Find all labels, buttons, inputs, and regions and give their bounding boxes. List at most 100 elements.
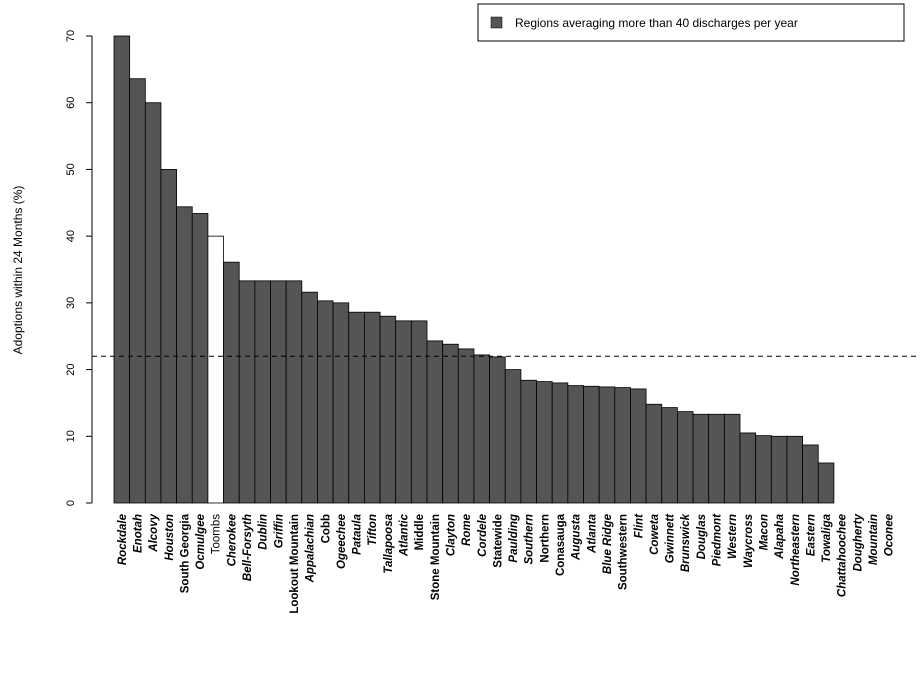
bar-clayton [442,343,459,504]
category-label: Ogeechee [336,513,348,569]
category-label: Northeastern [790,514,802,586]
category-label: Southern [524,514,536,564]
bar-northeastern [786,435,804,504]
category-label: Alcovy [148,513,160,552]
bar-lookout-mountain [285,280,303,504]
category-label: Macon [758,514,770,550]
category-label: Appalachian [305,514,317,583]
bar-houston [160,169,177,504]
category-label: Clayton [445,514,457,556]
bar-conasauga [551,382,569,504]
category-label: South Georgia [179,513,191,593]
bar-rockdale [113,35,131,504]
category-label: Houston [164,514,176,561]
category-label: Eastern [805,514,817,556]
y-tick-label: 30 [65,297,77,309]
category-label: Atlanta [586,513,598,554]
category-label: Cobb [320,514,332,543]
category-label: Cherokee [226,513,238,566]
legend-box [477,3,905,42]
bar-cordele [473,354,491,504]
bar-rome [457,348,475,504]
category-label: Bell-Forsyth [242,514,254,581]
category-label: Conasauga [555,513,567,576]
category-label: Mountain [868,514,880,565]
category-label: Stone Mountain [430,514,442,600]
y-tick-label: 70 [65,30,77,42]
bar-western [723,413,741,504]
category-label: Western [727,514,739,559]
category-label: Rome [461,513,473,546]
bar-ogeechee [332,302,350,504]
category-label: Northern [539,514,551,563]
category-label: Flint [633,513,645,538]
bar-tifton [363,311,381,504]
category-label: Alapaha [774,513,786,559]
bar-flint [630,388,647,504]
category-label: Brunswick [680,513,692,572]
bar-tallapoosa [379,315,397,504]
legend: Regions averaging more than 40 discharge… [477,3,905,42]
bar-dublin [254,280,271,504]
category-label: Rockdale [117,513,129,565]
y-tick-label: 20 [65,363,77,375]
bar-ocmulgee [191,213,209,504]
category-label: Augusta [571,513,583,561]
category-label: Middle [414,514,426,550]
bar-cherokee [223,261,240,504]
bar-gwinnett [661,407,678,504]
bar-enotah [129,78,146,504]
category-label: Lookout Mountain [289,514,301,614]
bar-appalachian [301,291,318,504]
category-label: Blue Ridge [602,513,614,574]
bar-douglas [692,413,710,504]
category-label: Pataula [352,513,364,555]
y-axis-label: Adoptions within 24 Months (%) [11,186,25,355]
category-label: Atlantic [399,513,411,557]
y-tick-label: 50 [65,163,77,175]
y-tick-label: 40 [65,230,77,242]
category-label: Coweta [649,513,661,555]
category-label: Ocmulgee [195,513,207,569]
category-label: Cordele [477,513,489,556]
bar-toombs [207,235,224,504]
bar-paulding [504,369,522,504]
category-label: Statewide [492,514,504,568]
legend-label: Regions averaging more than 40 discharge… [515,16,798,30]
bar-griffin [270,280,287,504]
y-tick-label: 10 [65,430,77,442]
bar-waycross [739,432,757,504]
bar-macon [755,435,772,504]
category-label: Tifton [367,514,379,546]
category-label: Southwestern [618,514,630,590]
category-label: Toombs [211,514,223,555]
bar-coweta [645,403,663,504]
bar-bell-forsyth [238,280,256,504]
bar-brunswick [677,411,694,504]
bar-eastern [802,444,819,504]
category-label: Paulding [508,514,520,563]
bar-atlanta [583,385,600,504]
category-label: Waycross [743,514,755,568]
bar-blue-ridge [598,386,616,504]
category-label: Towaliga [821,513,833,562]
bar-towaliga [817,462,835,504]
bar-southern [520,379,537,504]
legend-swatch [490,16,503,29]
bars [113,35,835,504]
category-label: Piedmont [712,513,724,567]
category-label: Gwinnett [665,513,677,563]
bar-cobb [317,300,334,504]
category-label: Griffin [273,514,285,548]
category-label: Douglas [696,514,708,559]
bar-atlantic [395,320,412,504]
y-tick-label: 0 [65,500,77,506]
bar-alcovy [144,102,162,504]
category-label: Chattahoochee [837,513,849,597]
category-label: Dougherty [852,513,864,571]
bar-southwestern [614,387,631,504]
bar-augusta [567,385,584,504]
category-label: Tallapoosa [383,513,395,573]
bar-alapaha [770,435,788,504]
